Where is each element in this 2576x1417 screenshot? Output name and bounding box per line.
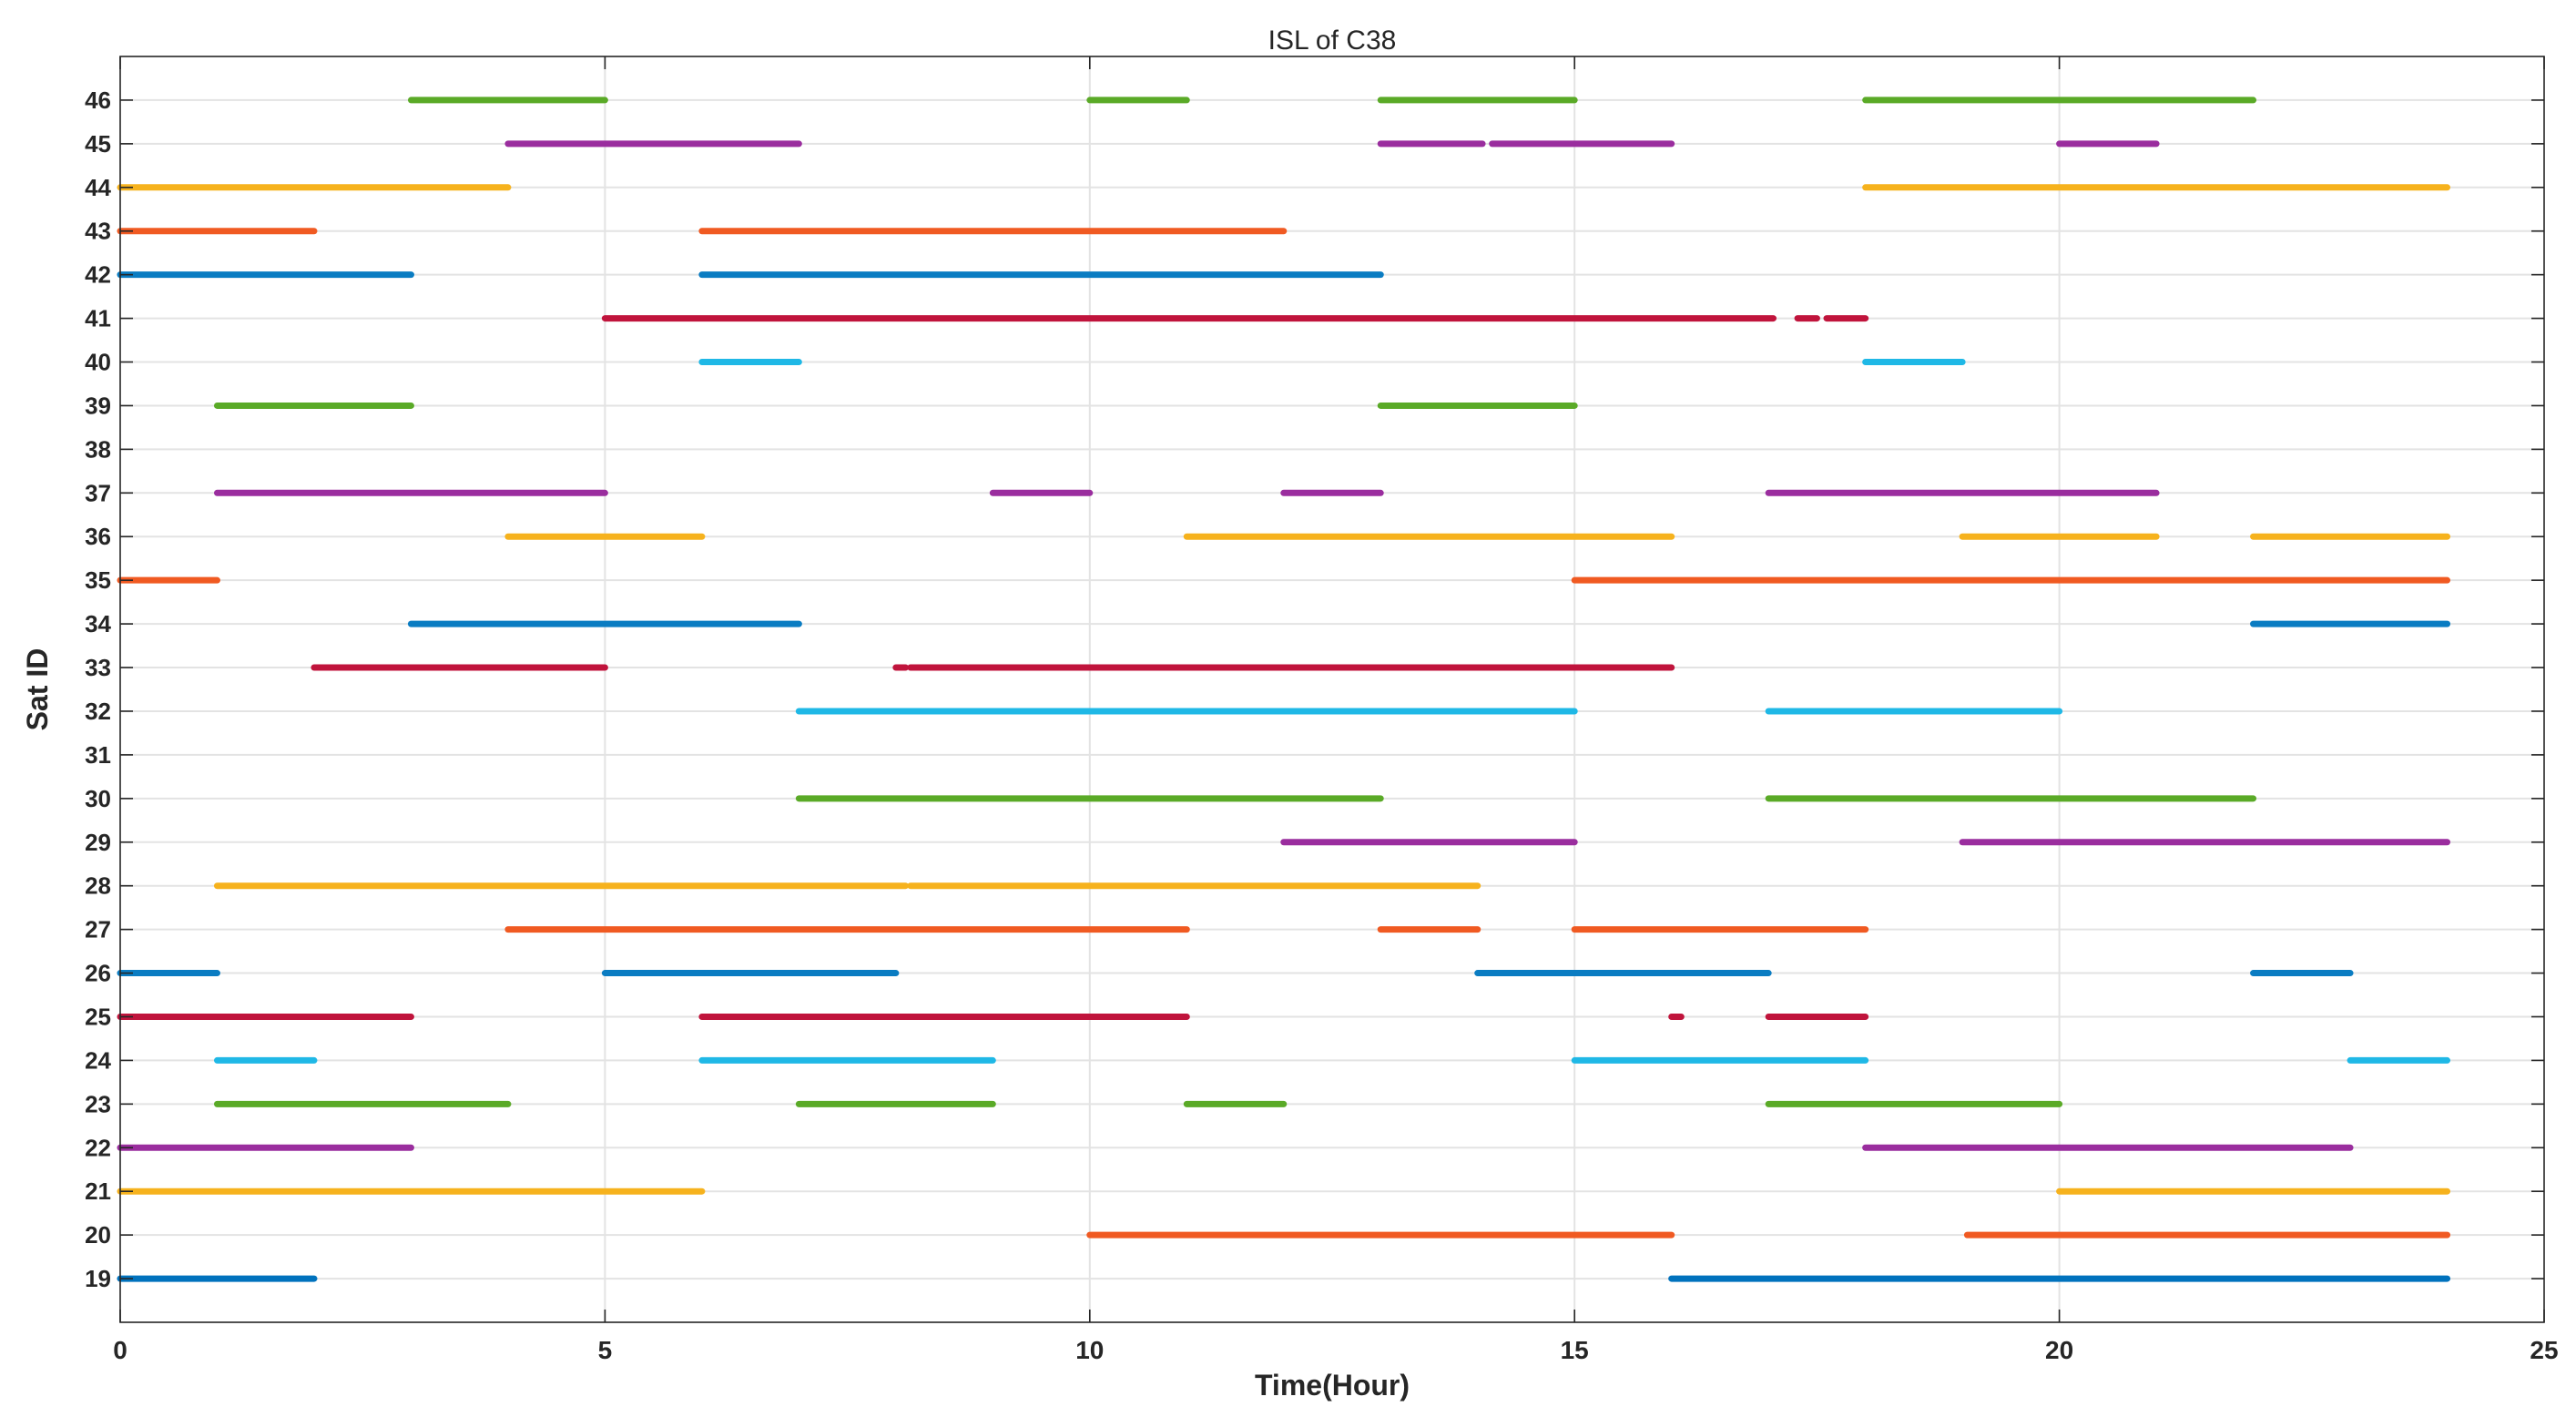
y-axis-label: Sat ID (21, 648, 54, 731)
y-tick-label: 19 (85, 1265, 111, 1292)
x-tick-label: 10 (1075, 1336, 1104, 1364)
data-series (117, 97, 2451, 1282)
y-tick-label: 24 (85, 1046, 111, 1074)
x-tick-label: 0 (113, 1336, 127, 1364)
y-tick-label: 22 (85, 1134, 111, 1161)
y-tick-label: 34 (85, 610, 111, 637)
y-tick-label: 23 (85, 1090, 111, 1117)
x-tick-label: 25 (2530, 1336, 2558, 1364)
y-tick-label: 43 (85, 218, 111, 245)
y-tick-label: 40 (85, 349, 111, 376)
y-tick-label: 44 (85, 174, 111, 201)
x-axis-label: Time(Hour) (1255, 1369, 1410, 1402)
y-tick-label: 21 (85, 1177, 111, 1205)
y-axis-ticks: 19 20 21 22 23 24 25 26 27 28 29 30 31 32 33 34 35 36 37 38… (85, 87, 2544, 1292)
y-tick-label: 20 (85, 1221, 111, 1249)
plot-area-frame (119, 56, 2545, 1323)
y-tick-label: 28 (85, 872, 111, 900)
y-tick-label: 33 (85, 654, 111, 681)
x-tick-label: 20 (2045, 1336, 2073, 1364)
y-tick-label: 37 (85, 479, 111, 506)
y-tick-label: 30 (85, 785, 111, 812)
y-tick-label: 26 (85, 960, 111, 987)
y-tick-label: 42 (85, 261, 111, 289)
y-tick-label: 36 (85, 523, 111, 550)
y-tick-label: 29 (85, 829, 111, 856)
y-tick-label: 31 (85, 741, 111, 769)
x-tick-label: 15 (1561, 1336, 1589, 1364)
x-tick-label: 5 (598, 1336, 613, 1364)
chart-title: ISL of C38 (1268, 25, 1397, 56)
y-tick-label: 46 (85, 87, 111, 114)
y-tick-label: 25 (85, 1003, 111, 1030)
y-tick-label: 41 (85, 305, 111, 332)
y-tick-label: 32 (85, 698, 111, 725)
y-tick-label: 38 (85, 435, 111, 463)
y-tick-label: 27 (85, 916, 111, 943)
y-tick-label: 45 (85, 130, 111, 158)
y-tick-label: 39 (85, 392, 111, 419)
x-axis-ticks: 0 5 10 15 20 25 (113, 56, 2559, 1364)
y-tick-label: 35 (85, 566, 111, 594)
